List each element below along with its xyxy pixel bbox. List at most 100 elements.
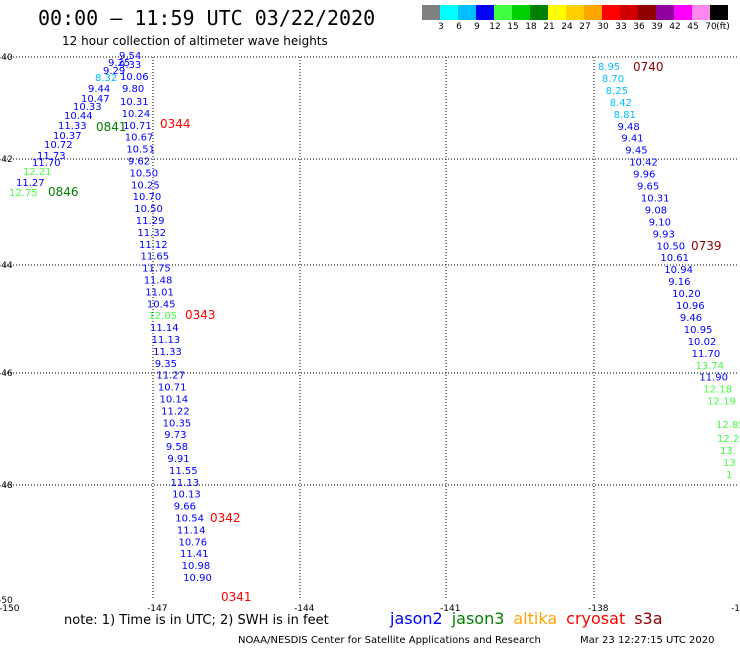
pass-time-label: 0739 xyxy=(691,239,722,253)
colorbar-tick-label: 39 xyxy=(651,22,663,32)
swh-value: 9.44 xyxy=(88,84,110,95)
swh-value: 9.41 xyxy=(621,134,643,145)
swh-value: 10.13 xyxy=(172,490,201,501)
swh-value: 10.71 xyxy=(158,383,187,394)
swh-value: 11.27 xyxy=(156,371,185,382)
pass-time-label: 0344 xyxy=(160,117,191,131)
colorbar-tick-label: 3 xyxy=(438,22,444,32)
colorbar-tick-labels: 3 6 9 12 15 18 21 24 27 30 33 36 39 42 45 70 (ft) xyxy=(422,22,730,34)
swh-value: 11.01 xyxy=(145,287,174,298)
longitude-label: -144 xyxy=(294,604,315,614)
swh-value: 11.65 xyxy=(141,252,170,263)
legend-item-s3a: s3a xyxy=(634,609,663,628)
swh-value: 10.25 xyxy=(131,180,160,191)
swh-value: 9.48 xyxy=(618,122,640,133)
swh-value: 10.90 xyxy=(183,573,212,584)
swh-value: 11.14 xyxy=(150,323,179,334)
swh-value: 10.94 xyxy=(664,265,693,276)
swh-value: 12.21 xyxy=(23,167,52,178)
pass-time-label: 0740 xyxy=(633,60,664,74)
swh-value: 11.13 xyxy=(152,335,181,346)
swh-value: 9.10 xyxy=(649,217,671,228)
latitude-label: -50 xyxy=(0,596,13,606)
swh-value: 10.31 xyxy=(641,193,670,204)
swh-value: 10.72 xyxy=(44,140,73,151)
longitude-label: -135 xyxy=(731,604,740,614)
swh-value: 12.05 xyxy=(148,311,177,322)
pass-time-label: 0846 xyxy=(48,185,79,199)
colorbar-swatch xyxy=(692,5,710,20)
swh-value: 12.75 xyxy=(9,188,38,199)
colorbar-swatch xyxy=(530,5,548,20)
latitude-label: -46 xyxy=(0,369,13,379)
swh-value: 10.06 xyxy=(120,72,149,83)
swh-value: 10.51 xyxy=(126,145,155,156)
swh-value: 10.71 xyxy=(123,121,152,132)
swh-colorbar xyxy=(422,5,728,20)
colorbar-tick-label: 21 xyxy=(543,22,555,32)
swh-value: 10.67 xyxy=(125,133,154,144)
swh-value: 13 xyxy=(723,458,736,469)
swh-value: 11.55 xyxy=(169,466,198,477)
swh-value: 10.42 xyxy=(629,158,658,169)
swh-value: 10.24 xyxy=(122,109,151,120)
swh-value: 11.33 xyxy=(58,121,87,132)
swh-value: 11.90 xyxy=(699,373,728,384)
swh-value: 9.91 xyxy=(167,454,189,465)
colorbar-swatch xyxy=(638,5,656,20)
swh-value: 9.65 xyxy=(637,182,659,193)
swh-value: 11.22 xyxy=(161,406,190,417)
longitude-label: -147 xyxy=(147,604,167,614)
latitude-label: -44 xyxy=(0,261,13,271)
swh-value: 9.46 xyxy=(680,313,702,324)
swh-value: 10.76 xyxy=(178,537,207,548)
colorbar-swatch xyxy=(494,5,512,20)
colorbar-swatch xyxy=(422,5,440,20)
legend-item-altika: altika xyxy=(513,609,558,628)
swh-value: 10.37 xyxy=(53,131,82,142)
swh-value: 11.75 xyxy=(142,264,171,275)
swh-value: 9.08 xyxy=(645,205,667,216)
map-subtitle: 12 hour collection of altimeter wave hei… xyxy=(62,34,328,48)
colorbar-swatch xyxy=(548,5,566,20)
swh-value: 10.47 xyxy=(81,94,110,105)
swh-value: 11.70 xyxy=(32,158,61,169)
colorbar-tick-label: 33 xyxy=(615,22,627,32)
swh-value: 10.33 xyxy=(73,102,102,113)
footnote: note: 1) Time is in UTC; 2) SWH is in fe… xyxy=(64,613,329,628)
colorbar-tick-label: 15 xyxy=(507,22,519,32)
swh-value: 9.80 xyxy=(122,84,144,95)
swh-value: 9.35 xyxy=(155,359,177,370)
colorbar-swatch xyxy=(512,5,530,20)
swh-value: 9.33 xyxy=(119,60,141,71)
colorbar-swatch xyxy=(602,5,620,20)
swh-value: 12.85 xyxy=(716,420,740,431)
colorbar-tick-label: 70 xyxy=(705,22,717,32)
swh-value: 9.62 xyxy=(128,157,150,168)
swh-value: 10.31 xyxy=(120,97,149,108)
swh-value: 1 xyxy=(726,470,732,481)
swh-value: 11.33 xyxy=(153,347,182,358)
swh-value: 11.48 xyxy=(144,276,173,287)
swh-value: 8.25 xyxy=(606,86,628,97)
swh-value: 9.93 xyxy=(653,229,675,240)
swh-value: 11.73 xyxy=(37,151,66,162)
swh-value: 11.13 xyxy=(171,478,200,489)
swh-value: 10.50 xyxy=(657,241,686,252)
swh-value: 10.54 xyxy=(175,514,204,525)
pass-time-label: 0342 xyxy=(210,511,241,525)
swh-value: 9.54 xyxy=(119,51,141,62)
legend-item-cryosat: cryosat xyxy=(566,609,626,628)
longitude-label: -138 xyxy=(588,604,609,614)
swh-value: 9.58 xyxy=(166,442,188,453)
latitude-label: -40 xyxy=(0,53,13,63)
longitude-label: -141 xyxy=(440,604,460,614)
colorbar-tick-label: 27 xyxy=(579,22,591,32)
swh-value: 10.50 xyxy=(129,168,158,179)
pass-time-label: 0841 xyxy=(96,120,127,134)
longitude-label: -150 xyxy=(0,604,20,614)
swh-value: 10.45 xyxy=(147,299,176,310)
credit-text: NOAA/NESDIS Center for Satellite Applica… xyxy=(238,635,541,646)
swh-value: 11.41 xyxy=(180,549,209,560)
